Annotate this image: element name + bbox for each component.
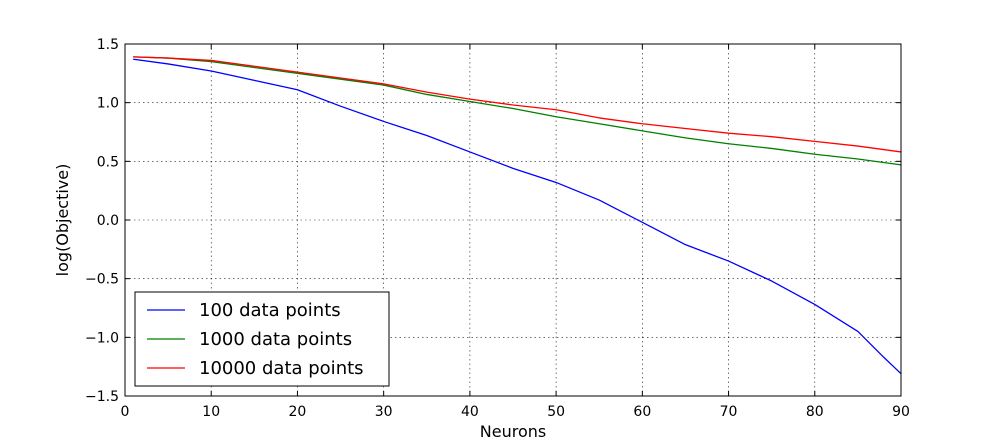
legend-label-1: 100 data points — [199, 300, 341, 321]
series-line-2 — [132, 56, 902, 166]
y-tick-label: 1.5 — [97, 37, 119, 53]
legend-label-2: 1000 data points — [199, 329, 352, 350]
y-tick-label: 0.5 — [97, 154, 119, 170]
x-tick-label: 0 — [121, 404, 130, 420]
series-line-3 — [132, 56, 902, 153]
y-tick-label: −1.5 — [85, 389, 119, 405]
y-tick-label: 1.0 — [97, 96, 119, 112]
grid — [125, 44, 901, 396]
legend-label-3: 10000 data points — [199, 358, 364, 379]
x-tick-label: 40 — [461, 404, 479, 420]
x-tick-label: 70 — [720, 404, 738, 420]
y-tick-label: 0.0 — [97, 213, 119, 229]
x-axis-label: Neurons — [480, 422, 546, 440]
y-tick-label: −0.5 — [85, 272, 119, 288]
series-layer — [132, 56, 902, 375]
x-tick-label: 30 — [375, 404, 393, 420]
ticks: 0 10 20 30 40 50 60 70 80 90 −1.5 −1.0 −0.5 0.0 0.5 1.0… — [85, 37, 910, 420]
x-tick-label: 80 — [806, 404, 824, 420]
x-tick-label: 60 — [633, 404, 651, 420]
x-tick-label: 10 — [202, 404, 220, 420]
legend: 100 data points 1000 data points 10000 dat… — [134, 291, 390, 387]
x-tick-label: 90 — [892, 404, 910, 420]
y-tick-label: −1.0 — [85, 330, 119, 346]
x-tick-label: 20 — [289, 404, 307, 420]
series-line-1 — [132, 58, 902, 375]
axis-labels: Neurons log(Objective) — [53, 164, 546, 440]
y-axis-label: log(Objective) — [53, 164, 72, 277]
x-tick-label: 50 — [547, 404, 565, 420]
